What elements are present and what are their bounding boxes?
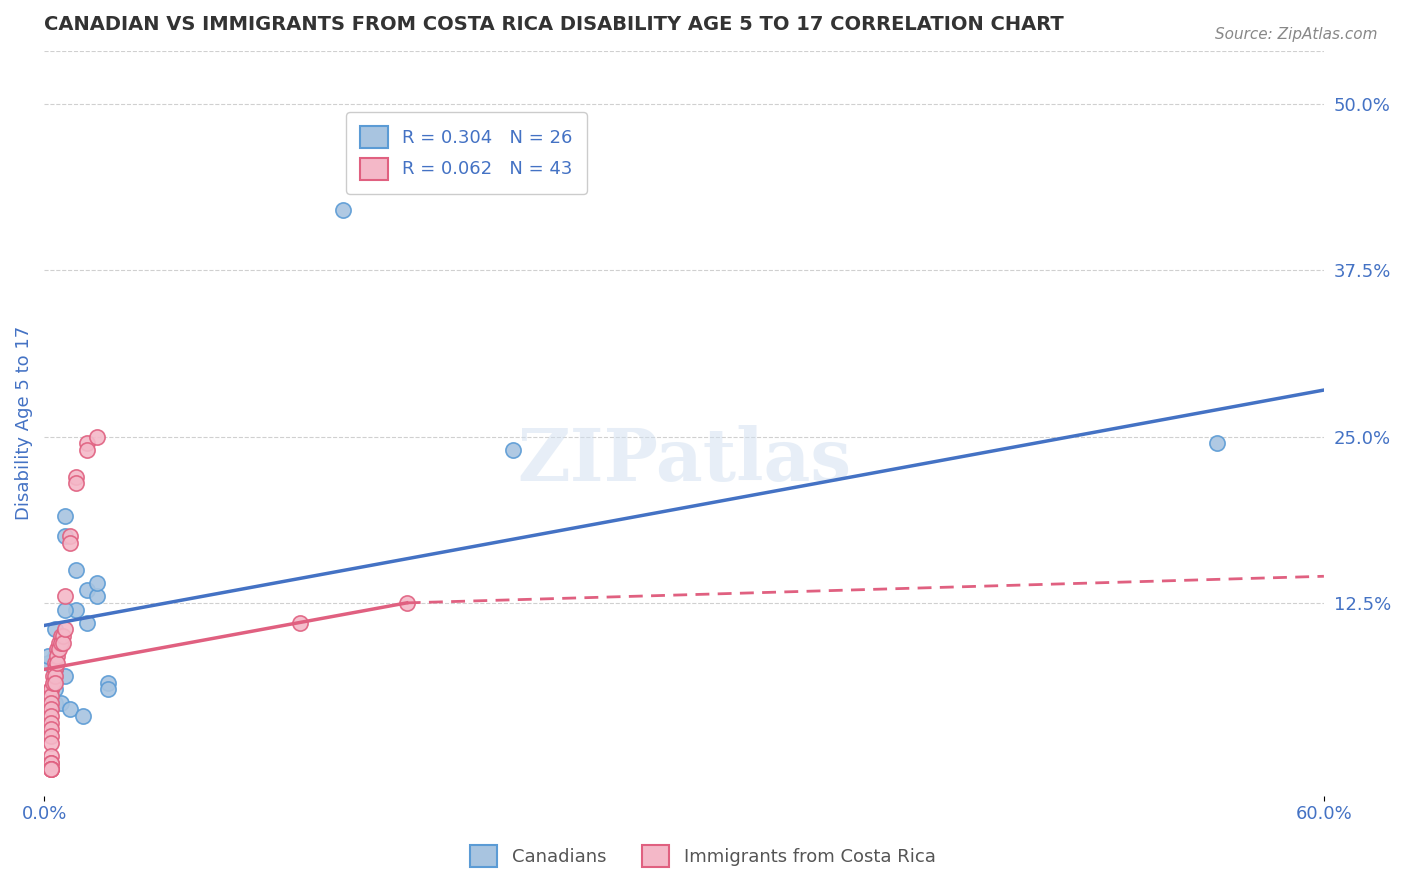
Point xyxy=(44,669,66,683)
Point xyxy=(48,642,70,657)
Point xyxy=(86,589,108,603)
Y-axis label: Disability Age 5 to 17: Disability Age 5 to 17 xyxy=(15,326,32,520)
Point xyxy=(55,602,77,616)
Point xyxy=(52,636,75,650)
Point xyxy=(76,436,98,450)
Point xyxy=(288,615,311,630)
Point xyxy=(86,576,108,591)
Point xyxy=(97,675,120,690)
Point xyxy=(44,662,66,676)
Legend: R = 0.304   N = 26, R = 0.062   N = 43: R = 0.304 N = 26, R = 0.062 N = 43 xyxy=(346,112,586,194)
Point xyxy=(59,702,82,716)
Point xyxy=(45,642,67,657)
Point xyxy=(51,629,73,643)
Point xyxy=(44,682,66,697)
Point xyxy=(39,702,62,716)
Point xyxy=(332,203,354,218)
Point xyxy=(39,748,62,763)
Point xyxy=(59,529,82,543)
Point xyxy=(44,649,66,664)
Point xyxy=(1206,436,1229,450)
Point xyxy=(39,762,62,776)
Point xyxy=(39,723,62,737)
Point xyxy=(37,649,59,664)
Point xyxy=(65,469,87,483)
Point xyxy=(39,762,62,776)
Point xyxy=(55,509,77,524)
Point xyxy=(41,675,63,690)
Text: CANADIAN VS IMMIGRANTS FROM COSTA RICA DISABILITY AGE 5 TO 17 CORRELATION CHART: CANADIAN VS IMMIGRANTS FROM COSTA RICA D… xyxy=(44,15,1064,34)
Point xyxy=(45,649,67,664)
Point xyxy=(39,762,62,776)
Point xyxy=(44,656,66,670)
Point xyxy=(39,689,62,703)
Point xyxy=(65,476,87,491)
Point xyxy=(44,675,66,690)
Point xyxy=(51,636,73,650)
Point xyxy=(39,709,62,723)
Point xyxy=(65,563,87,577)
Point xyxy=(39,682,62,697)
Point xyxy=(51,696,73,710)
Point xyxy=(97,682,120,697)
Point xyxy=(44,696,66,710)
Point xyxy=(39,715,62,730)
Point xyxy=(55,623,77,637)
Point xyxy=(76,582,98,597)
Point xyxy=(41,669,63,683)
Point xyxy=(39,682,62,697)
Point xyxy=(48,636,70,650)
Point xyxy=(502,442,524,457)
Point xyxy=(76,615,98,630)
Point xyxy=(395,596,418,610)
Point xyxy=(39,729,62,743)
Point xyxy=(44,662,66,676)
Point xyxy=(65,602,87,616)
Point xyxy=(44,669,66,683)
Point xyxy=(72,709,94,723)
Text: Source: ZipAtlas.com: Source: ZipAtlas.com xyxy=(1215,27,1378,42)
Point xyxy=(86,429,108,443)
Point xyxy=(39,762,62,776)
Point xyxy=(37,656,59,670)
Point xyxy=(39,696,62,710)
Point xyxy=(39,735,62,749)
Point xyxy=(45,656,67,670)
Point xyxy=(55,529,77,543)
Legend: Canadians, Immigrants from Costa Rica: Canadians, Immigrants from Costa Rica xyxy=(463,838,943,874)
Point xyxy=(44,623,66,637)
Point xyxy=(55,589,77,603)
Point xyxy=(39,756,62,770)
Point xyxy=(39,756,62,770)
Point xyxy=(76,442,98,457)
Point xyxy=(52,629,75,643)
Point xyxy=(59,536,82,550)
Point xyxy=(55,669,77,683)
Text: ZIPatlas: ZIPatlas xyxy=(517,425,851,496)
